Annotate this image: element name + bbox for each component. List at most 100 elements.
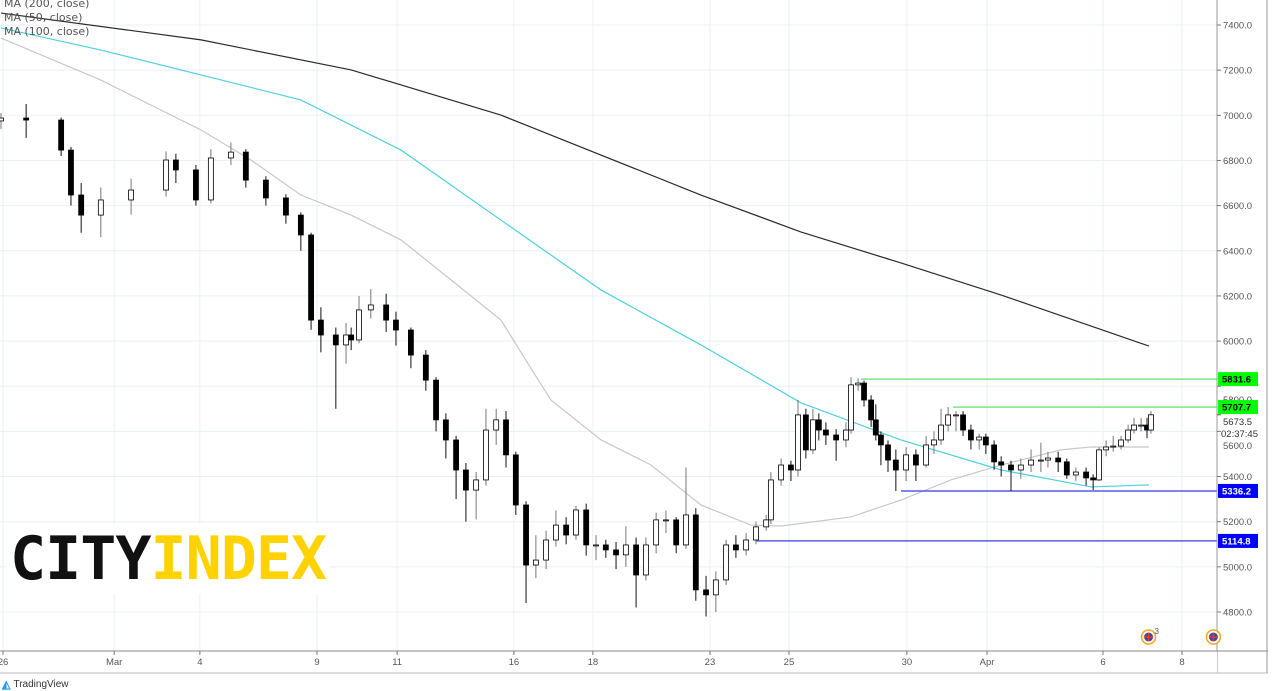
candle-up <box>723 544 729 581</box>
candle-down <box>442 419 449 441</box>
candle-up <box>953 414 959 417</box>
time-tick-label: 26 <box>0 657 8 668</box>
candle-up <box>753 526 759 541</box>
candle-down <box>193 169 199 201</box>
candle-up <box>931 439 937 446</box>
candle-down <box>503 419 509 456</box>
time-axis-bg <box>0 651 1217 673</box>
level-badge-label: 5336.2 <box>1222 486 1251 497</box>
candle-up <box>532 559 539 566</box>
candle-down <box>242 151 249 181</box>
candle-up <box>810 419 816 451</box>
tradingview-label: TradingView <box>13 679 69 690</box>
candle-up <box>1148 414 1154 431</box>
price-tick-label: 6800.0 <box>1223 156 1252 167</box>
candle-down <box>692 514 699 591</box>
candle-down <box>960 414 966 431</box>
candle-down <box>868 399 875 421</box>
price-tick-label: 7400.0 <box>1223 21 1252 32</box>
candle-up <box>643 544 649 576</box>
candle-up <box>976 436 983 441</box>
candle-down <box>262 179 269 199</box>
candle-down <box>422 354 429 381</box>
time-tick-label: 25 <box>784 657 795 668</box>
candle-down <box>297 214 304 236</box>
candle-down <box>633 544 639 576</box>
candle-down <box>802 414 809 451</box>
legend-ma200[interactable]: MA (200, close) <box>4 0 90 10</box>
tradingview-brand[interactable]: ◭ TradingView <box>2 678 69 691</box>
candle-down <box>283 197 289 216</box>
candle-down <box>463 469 469 491</box>
candle-up <box>795 414 801 471</box>
tradingview-icon: ◭ <box>2 679 11 691</box>
candle-up <box>1131 424 1137 431</box>
candle-up <box>855 382 862 386</box>
candle-down <box>383 304 390 321</box>
level-badge <box>1218 372 1258 387</box>
candle-down <box>1063 461 1070 476</box>
candle-down <box>308 234 314 321</box>
candle-up <box>493 419 500 431</box>
candle-up <box>228 151 234 159</box>
candle-up <box>128 189 134 201</box>
time-tick-label: 11 <box>392 657 402 668</box>
price-tick-label: 5600.0 <box>1223 441 1252 452</box>
moving-averages <box>0 12 1150 527</box>
candle-up <box>473 479 480 491</box>
horizontal-levels <box>755 378 1217 542</box>
level-badge-label: 5831.6 <box>1222 375 1251 386</box>
candle-down <box>318 319 324 336</box>
candle-down <box>523 504 529 566</box>
candle-up <box>767 479 774 521</box>
grid <box>0 0 1217 651</box>
candle-down <box>823 429 829 436</box>
candle-down <box>453 439 459 471</box>
candle-down <box>348 334 355 341</box>
candle-down <box>982 436 989 446</box>
legend-ma100[interactable]: MA (100, close) <box>4 25 90 38</box>
candle-down <box>998 461 1005 466</box>
candle-down <box>861 382 867 401</box>
ma-line-0 <box>0 12 1150 347</box>
candle-down <box>733 544 739 551</box>
candle-up <box>1017 464 1024 471</box>
time-tick-label: 6 <box>1100 657 1105 668</box>
candle-up <box>367 304 374 311</box>
countdown-label: 02:37:45 <box>1221 429 1258 440</box>
legend-ma50[interactable]: MA (50, close) <box>4 11 83 24</box>
candle-down <box>332 334 339 346</box>
candle-down <box>913 454 919 466</box>
candle-up <box>356 309 362 341</box>
time-tick-label: Apr <box>980 657 995 668</box>
logo-index: INDEX <box>150 524 328 594</box>
candle-up <box>1028 459 1034 466</box>
candle-up <box>622 544 629 556</box>
candle-up <box>1096 449 1102 481</box>
price-tick-label: 6200.0 <box>1223 291 1252 302</box>
candle-down <box>407 329 414 356</box>
candle-up <box>1037 459 1044 462</box>
price-axis-bg <box>1217 0 1280 689</box>
last-price-label: 5673.5 <box>1223 417 1252 428</box>
candle-up <box>945 414 952 426</box>
candle-up <box>343 334 349 346</box>
candle-down <box>68 149 74 196</box>
candle-up <box>1110 445 1117 448</box>
candle-up <box>763 519 770 528</box>
candle-down <box>1055 457 1062 463</box>
candle-up <box>683 514 689 546</box>
time-tick-label: 18 <box>588 657 599 668</box>
time-tick-label: 16 <box>509 657 520 668</box>
candle-up <box>0 117 4 122</box>
candle-up <box>97 199 104 216</box>
candle-down <box>512 454 519 506</box>
candle-down <box>1090 477 1097 481</box>
candle-up <box>1138 424 1144 427</box>
candle-up <box>1118 439 1124 447</box>
candle-up <box>653 519 660 546</box>
level-badge <box>1218 483 1258 498</box>
candle-up <box>207 157 214 201</box>
